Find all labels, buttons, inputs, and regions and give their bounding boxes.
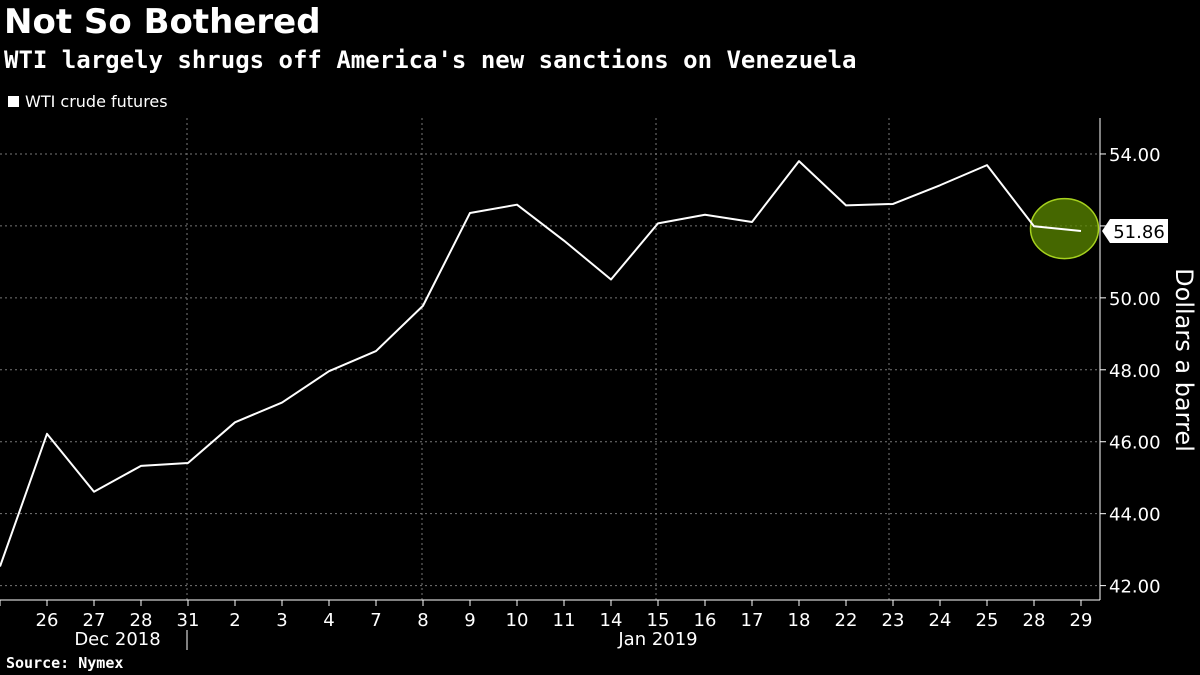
- x-tick-label: 28: [1023, 610, 1046, 631]
- x-tick-label: 10: [506, 610, 529, 631]
- x-tick-label: 25: [976, 610, 999, 631]
- x-tick-label: 8: [417, 610, 428, 631]
- y-axis-title: Dollars a barrel: [1170, 268, 1198, 452]
- x-tick-label: 22: [835, 610, 858, 631]
- legend-label: WTI crude futures: [25, 92, 168, 111]
- page-title: Not So Bothered: [4, 2, 321, 42]
- x-tick-label: 27: [83, 610, 106, 631]
- x-tick-label: 18: [788, 610, 811, 631]
- y-tick-label: 46.00: [1109, 433, 1161, 454]
- x-tick-label: 15: [647, 610, 670, 631]
- page-subtitle: WTI largely shrugs off America's new san…: [4, 46, 857, 74]
- series-line-wti: [0, 160, 1082, 567]
- x-tick-label: 2: [229, 610, 240, 631]
- x-month-label: Dec 2018: [74, 629, 160, 650]
- y-tick-label: 48.00: [1109, 361, 1161, 382]
- x-tick-label: 16: [694, 610, 717, 631]
- x-tick-label: 9: [464, 610, 475, 631]
- x-tick-label: 29: [1070, 610, 1093, 631]
- y-tick-label: 50.00: [1109, 289, 1161, 310]
- y-tick-label: 54.00: [1109, 145, 1161, 166]
- last-value-label: 51.86: [1113, 222, 1165, 243]
- x-tick-label: 14: [600, 610, 623, 631]
- x-tick-label: 11: [553, 610, 576, 631]
- x-tick-label: 24: [929, 610, 952, 631]
- last-value-callout: [1102, 218, 1168, 243]
- x-tick-label: 4: [323, 610, 334, 631]
- x-tick-label: 3: [276, 610, 287, 631]
- source-note: Source: Nymex: [6, 654, 124, 672]
- x-month-label: Jan 2019: [617, 629, 697, 650]
- x-tick-label: 31: [177, 610, 200, 631]
- y-tick-label: 42.00: [1109, 577, 1161, 598]
- x-tick-label: 23: [882, 610, 905, 631]
- legend-swatch: [8, 96, 19, 107]
- x-tick-label: 17: [741, 610, 764, 631]
- y-tick-label: 44.00: [1109, 505, 1161, 526]
- legend: WTI crude futures: [8, 92, 168, 111]
- x-tick-label: 7: [370, 610, 381, 631]
- x-tick-label: 28: [130, 610, 153, 631]
- x-tick-label: 26: [36, 610, 59, 631]
